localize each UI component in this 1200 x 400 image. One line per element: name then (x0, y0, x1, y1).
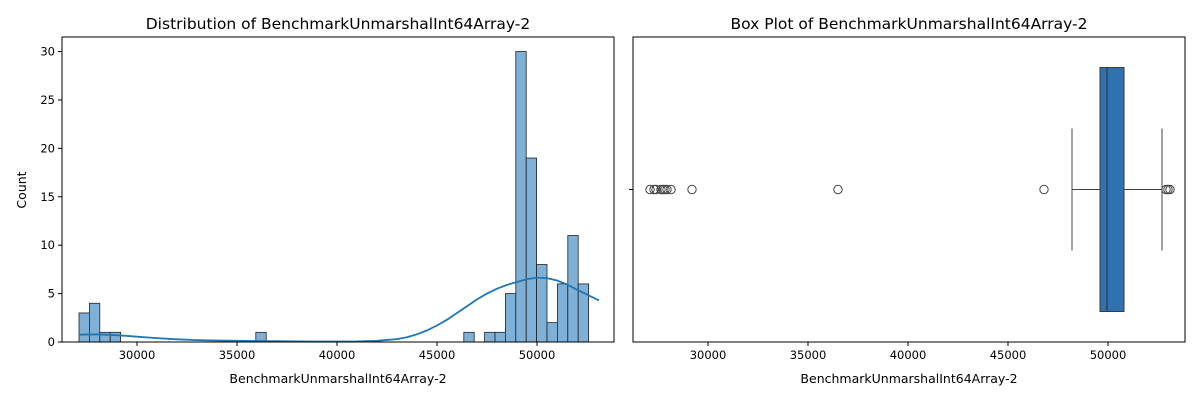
histogram-x-tick-label: 40000 (319, 348, 356, 362)
histogram-bar (494, 331, 506, 343)
histogram-plot-area: 30000 35000 40000 45000 50000 0 5 10 15 20 25 30 (40, 45, 600, 362)
outlier-point (833, 184, 843, 195)
outlier-point (666, 184, 676, 195)
outlier-point (1163, 184, 1173, 195)
histogram-x-axis-label: BenchmarkUnmarshalInt64Array-2 (229, 371, 446, 386)
histogram-y-tick-label: 15 (40, 190, 55, 204)
histogram-bar (78, 312, 90, 343)
iqr-box (1099, 67, 1125, 312)
histogram-y-tick-label: 30 (40, 45, 55, 59)
histogram-y-axis-label: Count (14, 171, 29, 208)
histogram-y-tick-label: 20 (40, 141, 55, 155)
outlier-point (651, 184, 661, 195)
histogram-bar (557, 283, 569, 343)
outlier-point (645, 184, 655, 195)
kde-line (78, 276, 600, 343)
boxplot-x-tick-label: 30000 (690, 348, 727, 362)
histogram-bar (109, 331, 121, 343)
histogram-title: Distribution of BenchmarkUnmarshalInt64A… (146, 15, 530, 33)
histogram-x-tick-label: 35000 (219, 348, 256, 362)
histogram-bar (536, 264, 548, 343)
histogram-y-tick-label: 5 (48, 287, 55, 301)
histogram-x-tick-label: 45000 (419, 348, 456, 362)
histogram-panel: Distribution of BenchmarkUnmarshalInt64A… (14, 15, 615, 386)
histogram-y-tick-label: 10 (40, 238, 55, 252)
histogram-x-tick-label: 50000 (519, 348, 556, 362)
boxplot-panel: Box Plot of BenchmarkUnmarshalInt64Array… (629, 15, 1186, 386)
outlier-point (662, 184, 672, 195)
histogram-bar (546, 322, 558, 343)
histogram-bar (504, 293, 517, 343)
histogram-y-tick-label: 0 (48, 335, 55, 349)
boxplot-x-tick-label: 35000 (790, 348, 827, 362)
outlier-point (1165, 184, 1175, 195)
outlier-point (687, 184, 697, 195)
boxplot-x-tick-label: 40000 (890, 348, 927, 362)
boxplot-x-tick-label: 45000 (990, 348, 1027, 362)
histogram-x-tick-label: 30000 (119, 348, 156, 362)
histogram-bar (89, 302, 101, 343)
histogram-y-tick-label: 25 (40, 93, 55, 107)
histogram-bar (463, 331, 475, 343)
outlier-point (1039, 184, 1049, 195)
histogram-frame (61, 36, 615, 343)
boxplot-x-tick-label: 50000 (1090, 348, 1127, 362)
boxplot-frame (632, 36, 1186, 343)
histogram-bar (525, 157, 538, 343)
boxplot-plot-area: 30000 35000 40000 45000 50000 (629, 67, 1175, 362)
boxplot-title: Box Plot of BenchmarkUnmarshalInt64Array… (731, 15, 1088, 33)
histogram-bar (515, 51, 527, 343)
boxplot-x-axis-label: BenchmarkUnmarshalInt64Array-2 (800, 371, 1017, 386)
histogram-bar (484, 331, 496, 343)
